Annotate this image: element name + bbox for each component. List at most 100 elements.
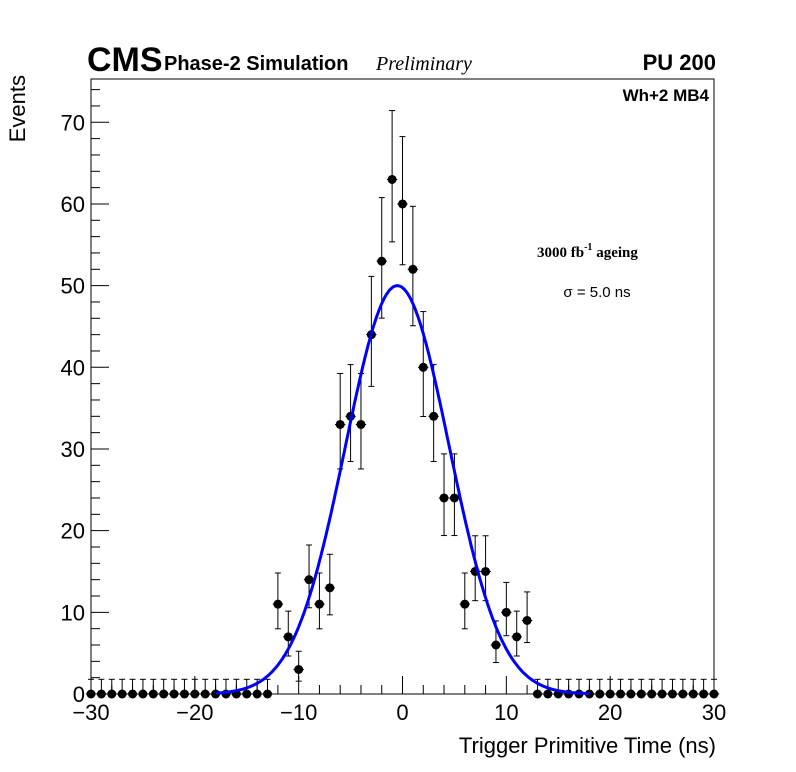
y-tick-label: 10 xyxy=(61,600,85,625)
x-tick-label: −20 xyxy=(176,700,213,725)
marker xyxy=(356,419,366,429)
y-tick-label: 40 xyxy=(61,355,85,380)
marker xyxy=(636,689,646,699)
data-point xyxy=(698,678,709,699)
data-point xyxy=(615,678,626,699)
marker xyxy=(128,689,138,699)
marker xyxy=(107,689,117,699)
sigma-annotation: σ = 5.0 ns xyxy=(563,284,630,301)
pileup-label: PU 200 xyxy=(643,50,716,75)
marker xyxy=(418,362,428,372)
marker xyxy=(200,689,210,699)
data-point xyxy=(459,572,470,630)
marker xyxy=(252,689,262,699)
data-point xyxy=(262,678,273,699)
marker xyxy=(314,599,324,609)
marker xyxy=(532,689,542,699)
data-point xyxy=(335,372,346,470)
marker xyxy=(325,583,335,593)
data-point xyxy=(386,110,398,243)
marker xyxy=(543,689,553,699)
data-point xyxy=(96,678,107,699)
marker xyxy=(398,199,407,209)
data-point xyxy=(688,678,699,699)
y-axis-title: Events xyxy=(5,75,30,142)
marker xyxy=(481,566,491,576)
marker xyxy=(96,689,106,699)
marker xyxy=(179,689,189,699)
x-tick-label: 20 xyxy=(598,700,622,725)
marker xyxy=(688,689,698,699)
marker xyxy=(491,640,501,650)
marker xyxy=(377,256,387,266)
data-point xyxy=(314,572,325,630)
marker xyxy=(242,689,252,699)
data-point xyxy=(106,678,117,699)
data-point xyxy=(179,678,190,699)
data-point xyxy=(324,553,336,616)
y-tick-label: 70 xyxy=(61,110,85,135)
data-point xyxy=(646,678,657,699)
preliminary-label: Preliminary xyxy=(375,53,472,75)
marker xyxy=(335,419,345,429)
data-point xyxy=(521,591,533,644)
marker xyxy=(408,264,418,274)
data-point xyxy=(656,678,668,699)
cms-label: CMS xyxy=(87,41,163,79)
marker xyxy=(304,575,314,585)
x-tick-label: −10 xyxy=(280,700,317,725)
y-tick-label: 60 xyxy=(61,192,85,217)
data-point xyxy=(708,678,720,699)
x-tick-label: −30 xyxy=(72,700,109,725)
data-point xyxy=(137,678,149,699)
marker xyxy=(439,493,449,503)
data-point xyxy=(397,136,408,266)
data-point xyxy=(168,678,180,699)
data-point xyxy=(158,678,169,699)
data-point xyxy=(604,678,616,699)
y-tick-label: 20 xyxy=(61,519,85,544)
data-point xyxy=(480,535,491,602)
marker xyxy=(273,599,283,609)
data-point xyxy=(210,678,221,699)
y-tick-label: 30 xyxy=(61,437,85,462)
data-point xyxy=(407,205,419,327)
data-point xyxy=(625,678,637,699)
marker xyxy=(595,689,605,699)
marker xyxy=(678,689,688,699)
data-point xyxy=(85,678,97,699)
data-point xyxy=(272,572,284,630)
data-point xyxy=(677,678,689,699)
data-point xyxy=(636,678,647,699)
data-point xyxy=(220,678,232,699)
marker xyxy=(522,615,532,625)
marker xyxy=(605,689,615,699)
marker xyxy=(584,689,594,699)
marker xyxy=(169,689,179,699)
marker xyxy=(148,689,158,699)
marker xyxy=(460,599,470,609)
x-tick-label: 0 xyxy=(396,700,408,725)
data-point xyxy=(418,311,429,418)
data-point xyxy=(148,678,159,699)
marker xyxy=(159,689,169,699)
marker xyxy=(667,689,677,699)
marker xyxy=(294,664,304,674)
data-point xyxy=(189,678,201,699)
ageing-annotation: 3000 fb-1 ageing xyxy=(537,242,638,261)
data-point xyxy=(116,678,128,699)
x-axis-title: Trigger Primitive Time (ns) xyxy=(459,733,716,758)
data-point xyxy=(563,678,574,699)
data-point xyxy=(200,678,211,699)
gaussian-fit-curve xyxy=(215,284,590,696)
data-point xyxy=(376,197,387,319)
marker xyxy=(190,689,200,699)
marker xyxy=(512,632,522,642)
data-point xyxy=(584,678,595,699)
data-point xyxy=(594,678,605,699)
data-point xyxy=(667,678,678,699)
marker xyxy=(616,689,626,699)
data-point xyxy=(345,364,356,462)
data-point xyxy=(511,610,522,657)
